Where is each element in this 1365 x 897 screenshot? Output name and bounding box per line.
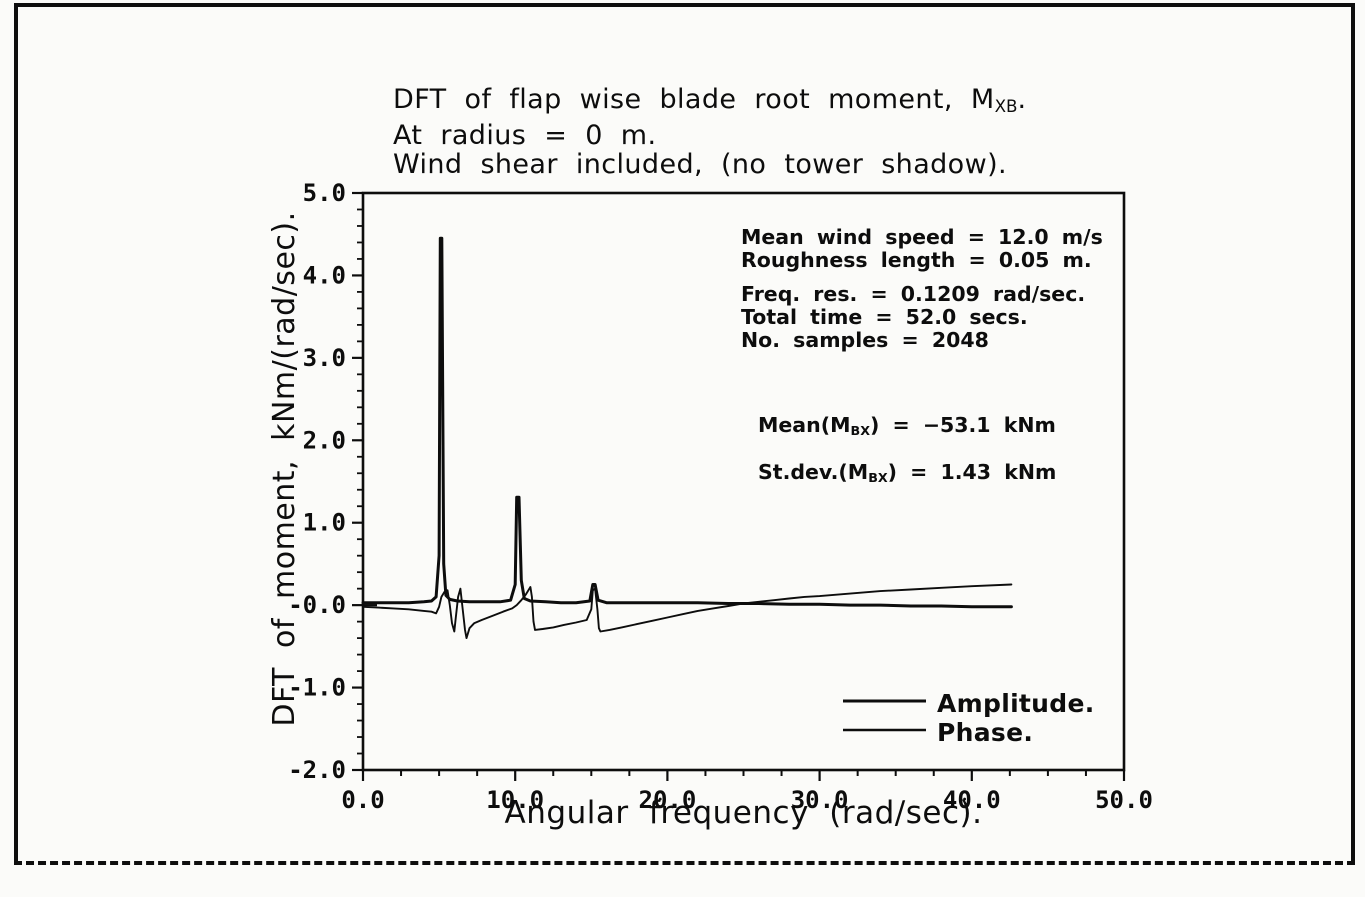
title-line-1-subscript: XB: [994, 96, 1018, 117]
page-border: [14, 3, 1355, 865]
figure-title: DFT of flap wise blade root moment, MXB.…: [393, 85, 1027, 179]
legend-phase-label: Phase.: [937, 718, 1034, 747]
x-tick-label: 40.0: [943, 786, 1001, 814]
y-tick-label: 3.0: [303, 344, 346, 372]
title-line-1-period: .: [1017, 84, 1027, 115]
stdev-moment-subscript: BX: [868, 470, 888, 486]
amplitude-series-line: [361, 236, 1013, 609]
mean-wind-speed-line: Mean wind speed = 12.0 m/s: [741, 225, 1103, 249]
total-time-line: Total time = 52.0 secs.: [741, 305, 1028, 329]
parameters-block: Mean wind speed = 12.0 m/s Roughness len…: [741, 226, 1103, 352]
title-line-3: Wind shear included, (no tower shadow).: [393, 149, 1007, 181]
title-line-1: DFT of flap wise blade root moment, MXB.: [393, 85, 1027, 121]
title-line-2: At radius = 0 m.: [393, 120, 657, 152]
stdev-moment-line: St.dev.(MBX) = 1.43 kNm: [758, 460, 1056, 485]
num-samples-line: No. samples = 2048: [741, 328, 989, 352]
dft-params: Freq. res. = 0.1209 rad/sec. Total time …: [741, 283, 1103, 352]
y-tick-label: -1.0: [288, 674, 346, 702]
x-tick-label: 10.0: [486, 786, 544, 814]
y-axis-label: DFT of moment, kNm/(rad/sec).: [267, 211, 302, 727]
y-tick-label: 1.0: [303, 509, 346, 537]
x-tick-label: 50.0: [1095, 786, 1153, 814]
y-tick-label: 4.0: [303, 261, 346, 289]
stdev-moment-pre: St.dev.(M: [758, 460, 869, 485]
legend-amplitude-label: Amplitude.: [937, 689, 1095, 718]
phase-series-line: [362, 583, 1013, 640]
x-tick-label: 30.0: [791, 786, 849, 814]
y-tick-label: 2.0: [303, 426, 346, 454]
freq-res-line: Freq. res. = 0.1209 rad/sec.: [741, 282, 1086, 306]
y-tick-label: 5.0: [303, 179, 346, 207]
y-tick-label: -0.0: [288, 591, 346, 619]
wind-params: Mean wind speed = 12.0 m/s Roughness len…: [741, 226, 1103, 272]
y-tick-label: -2.0: [288, 756, 346, 784]
x-axis-label: Angular frequency (rad/sec).: [504, 795, 983, 831]
x-tick-label: 0.0: [341, 786, 384, 814]
mean-moment-line: Mean(MBX) = −53.1 kNm: [758, 413, 1056, 438]
stdev-moment-value: ) = 1.43 kNm: [887, 460, 1057, 485]
mean-moment-value: ) = −53.1 kNm: [870, 413, 1056, 437]
x-tick-label: 20.0: [639, 786, 697, 814]
roughness-length-line: Roughness length = 0.05 m.: [741, 248, 1092, 272]
mean-moment-pre: Mean(M: [758, 413, 851, 437]
stats-block: Mean(MBX) = −53.1 kNm St.dev.(MBX) = 1.4…: [758, 413, 1056, 485]
mean-moment-subscript: BX: [850, 423, 870, 439]
title-line-1-text: DFT of flap wise blade root moment, M: [393, 84, 995, 115]
